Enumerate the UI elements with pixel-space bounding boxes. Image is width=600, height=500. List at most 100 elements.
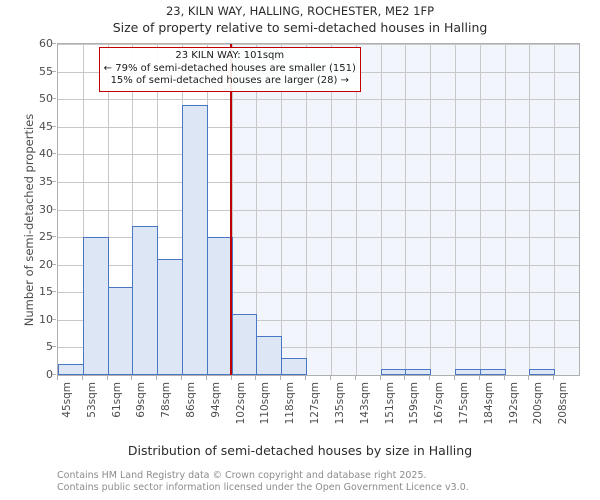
x-tick-mark: [131, 376, 132, 380]
y-tick-mark: [52, 263, 56, 265]
y-tick-label: 30: [39, 202, 53, 216]
y-tick-mark: [52, 98, 56, 100]
x-tick-mark: [107, 376, 108, 380]
y-tick-mark: [52, 291, 56, 293]
x-tick-mark: [280, 376, 281, 380]
y-axis-label: Number of semi-detached properties: [22, 113, 36, 327]
y-tick-mark: [52, 125, 56, 127]
page-subtitle: Size of property relative to semi-detach…: [112, 20, 488, 35]
y-tick-mark: [52, 180, 56, 182]
histogram-bar: [58, 363, 84, 375]
annotation-line-2: ← 79% of semi-detached houses are smalle…: [103, 62, 356, 74]
footer-attribution: Contains HM Land Registry data © Crown c…: [57, 470, 469, 493]
histogram-bar: [182, 104, 208, 375]
gridline: [529, 44, 530, 375]
gridline: [58, 292, 579, 294]
y-tick-mark: [52, 70, 56, 72]
gridline: [356, 44, 357, 375]
x-tick-mark: [231, 376, 232, 380]
histogram-bar: [281, 358, 307, 375]
gridline: [306, 44, 307, 375]
histogram-bar: [132, 226, 158, 375]
x-tick-label: 94sqm: [210, 382, 222, 418]
x-tick-mark: [528, 376, 529, 380]
histogram-bar: [232, 314, 257, 375]
gridline: [83, 44, 84, 375]
histogram-bar: [157, 259, 183, 375]
x-tick-label: 86sqm: [185, 382, 197, 418]
x-tick-mark: [380, 376, 381, 380]
x-tick-mark: [504, 376, 505, 380]
x-tick-mark: [404, 376, 405, 380]
x-tick-mark: [156, 376, 157, 380]
gridline: [132, 44, 133, 375]
x-tick-label: 53sqm: [86, 382, 98, 418]
gridline: [58, 154, 579, 156]
histogram-bar: [480, 369, 506, 375]
x-tick-label: 118sqm: [284, 382, 296, 425]
x-tick-label: 78sqm: [160, 382, 172, 418]
histogram-bar: [108, 286, 133, 375]
x-tick-mark: [479, 376, 480, 380]
gridline: [58, 237, 579, 239]
y-tick-label: 50: [39, 92, 53, 106]
x-tick-mark: [181, 376, 182, 380]
x-tick-label: 61sqm: [111, 382, 123, 418]
y-axis: Number of semi-detached properties 0 5 10 1…: [0, 38, 56, 380]
gridline: [480, 44, 481, 375]
gridline: [58, 126, 579, 128]
gridline: [58, 319, 579, 321]
gridline: [58, 347, 579, 349]
y-tick-label: 40: [39, 147, 53, 161]
gridline: [58, 209, 579, 211]
x-tick-mark: [57, 376, 58, 380]
y-tick-label: 35: [39, 174, 53, 188]
gridline: [405, 44, 406, 375]
y-tick-mark: [52, 374, 56, 375]
histogram-bar: [529, 369, 555, 375]
footer-line-2: Contains public sector information licen…: [57, 481, 469, 493]
y-tick-label: 10: [39, 312, 53, 326]
y-tick-label: 5: [46, 340, 53, 354]
x-tick-label: 208sqm: [557, 382, 569, 425]
gridline: [157, 44, 158, 375]
x-tick-label: 151sqm: [384, 382, 396, 425]
y-tick-label: 0: [46, 368, 53, 381]
x-tick-mark: [429, 376, 430, 380]
footer-line-1: Contains HM Land Registry data © Crown c…: [57, 470, 427, 481]
x-tick-label: 102sqm: [235, 382, 247, 425]
gridline: [108, 44, 109, 375]
gridline: [331, 44, 332, 375]
y-tick-label: 20: [39, 257, 53, 271]
gridline: [281, 44, 282, 375]
x-tick-label: 167sqm: [433, 382, 445, 425]
x-tick-label: 69sqm: [135, 382, 147, 418]
gridline: [58, 44, 579, 45]
gridline: [256, 44, 257, 375]
histogram-bar: [455, 369, 481, 375]
gridline: [58, 264, 579, 266]
x-tick-mark: [355, 376, 356, 380]
x-tick-mark: [206, 376, 207, 380]
page-title: 23, KILN WAY, HALLING, ROCHESTER, ME2 1F…: [165, 4, 435, 18]
gridline: [455, 44, 456, 375]
x-tick-label: 159sqm: [408, 382, 420, 425]
gridline: [430, 44, 431, 375]
annotation-box: 23 KILN WAY: 101sqm ← 79% of semi-detach…: [98, 47, 361, 92]
gridline: [381, 44, 382, 375]
y-tick-label: 15: [39, 285, 53, 299]
x-tick-label: 200sqm: [532, 382, 544, 425]
gridline: [505, 44, 506, 375]
x-tick-mark: [330, 376, 331, 380]
y-tick-mark: [52, 208, 56, 210]
x-tick-label: 45sqm: [61, 382, 73, 418]
y-tick-mark: [52, 153, 56, 155]
histogram-bar: [83, 237, 109, 375]
x-tick-mark: [553, 376, 554, 380]
x-axis-label: Distribution of semi-detached houses by …: [127, 443, 473, 458]
y-tick-mark: [52, 346, 56, 348]
x-tick-label: 135sqm: [334, 382, 346, 425]
y-tick-mark: [52, 236, 56, 238]
histogram-bar: [256, 336, 282, 375]
